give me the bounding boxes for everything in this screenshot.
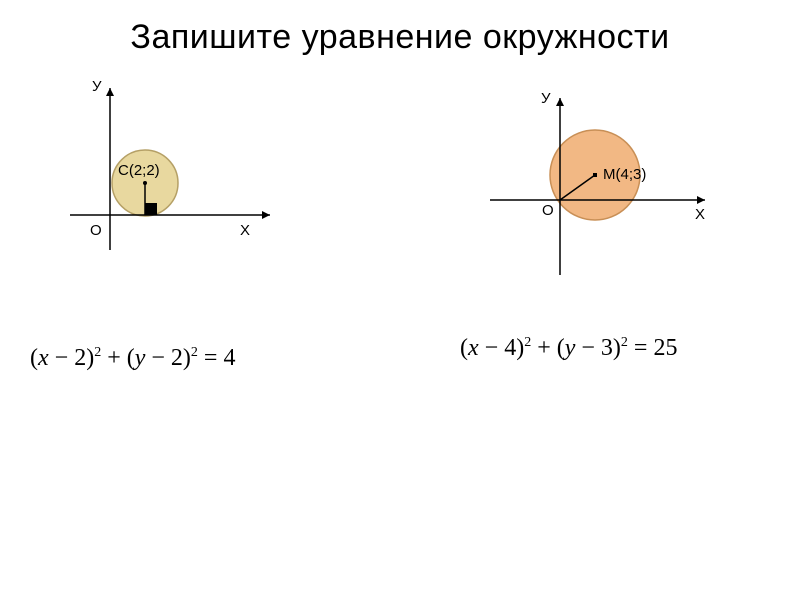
page-title: Запишите уравнение окружности: [0, 18, 800, 57]
left-y-label: У: [92, 78, 102, 95]
right-panel: У Х О М(4;3): [465, 80, 745, 290]
left-x-label: Х: [240, 222, 250, 239]
left-equation: (x − 2)2 + (y − 2)2 = 4: [30, 345, 235, 372]
right-y-arrow-icon: [556, 98, 564, 106]
right-x-label: Х: [695, 206, 705, 223]
right-diagram: [465, 80, 745, 290]
right-x-arrow-icon: [697, 196, 705, 204]
right-point-label: М(4;3): [603, 166, 646, 183]
right-equation: (x − 4)2 + (y − 3)2 = 25: [460, 335, 677, 362]
right-angle-mark: [145, 203, 157, 215]
left-x-arrow-icon: [262, 211, 270, 219]
left-point-label: С(2;2): [118, 162, 160, 179]
left-origin-label: О: [90, 222, 102, 239]
right-y-label: У: [541, 90, 551, 107]
left-diagram: [40, 70, 300, 270]
left-panel: У Х О С(2;2): [40, 70, 300, 270]
right-origin-label: О: [542, 202, 554, 219]
left-y-arrow-icon: [106, 88, 114, 96]
